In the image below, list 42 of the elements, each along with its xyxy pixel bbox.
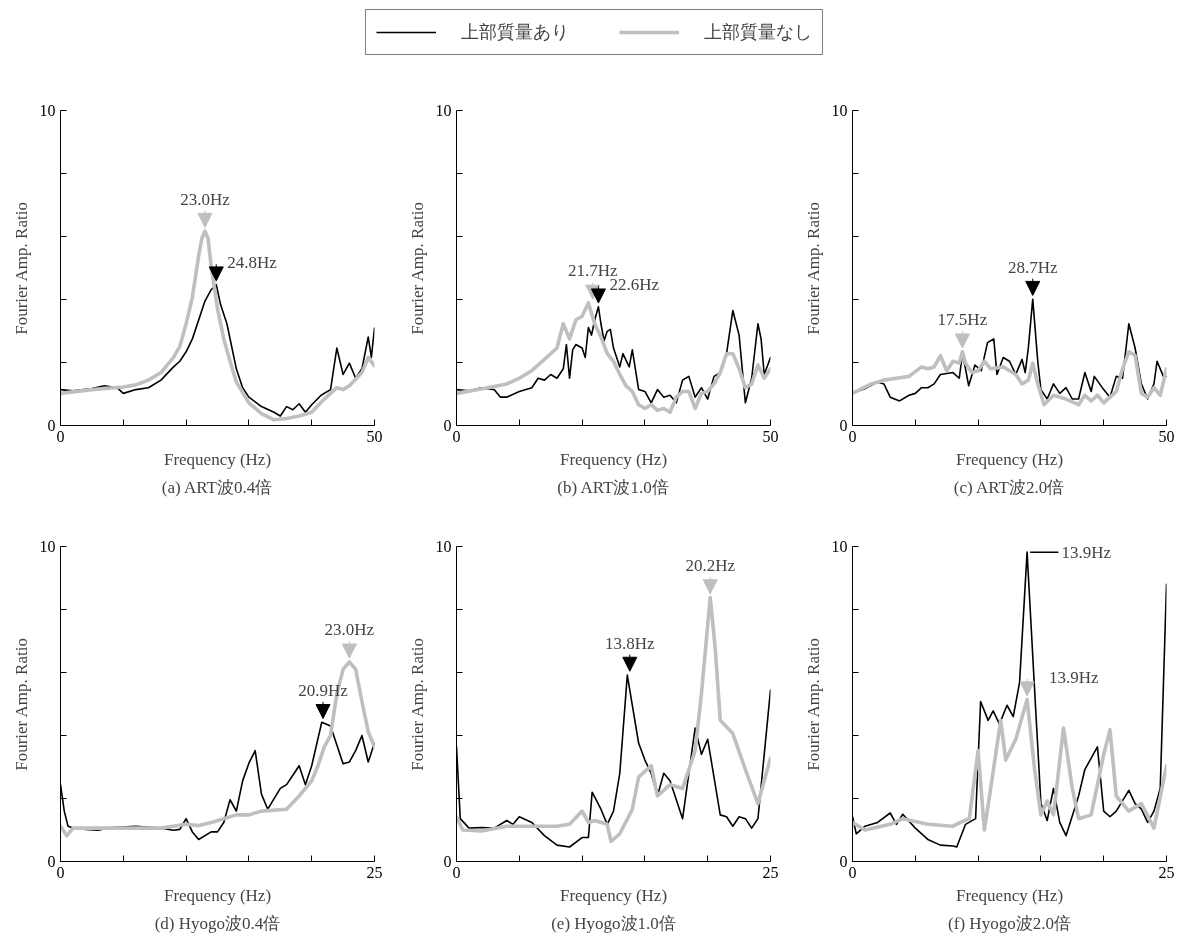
- annotation: 28.7Hz: [1007, 257, 1058, 277]
- y-tick-label: 10: [39, 102, 56, 119]
- y-axis-title: Fourier Amp. Ratio: [407, 202, 427, 335]
- x-axis-title: Frequency (Hz): [163, 449, 272, 469]
- y-axis-title: Fourier Amp. Ratio: [407, 638, 427, 771]
- annotation: 24.8Hz: [227, 252, 278, 272]
- y-tick-label: 10: [435, 102, 452, 119]
- annotation: 13.9Hz: [1049, 667, 1100, 687]
- y-axis-title: Fourier Amp. Ratio: [803, 202, 823, 335]
- x-axis-title: Frequency (Hz): [559, 885, 668, 905]
- legend-label: 上部質量なし: [704, 21, 812, 44]
- text: (a) ART波0.4倍: [161, 477, 273, 497]
- annotation: 17.5Hz: [937, 310, 988, 330]
- y-tick-label: 10: [435, 538, 452, 555]
- text: (e) Hyogo波1.0倍: [551, 913, 676, 933]
- text: (d) Hyogo波0.4倍: [154, 913, 281, 933]
- annotation: 13.9Hz: [1061, 542, 1112, 562]
- x-axis-title: Frequency (Hz): [955, 885, 1064, 905]
- legend-label: 上部質量あり: [461, 21, 569, 44]
- x-tick-label: 25: [762, 863, 779, 881]
- x-axis-title: Frequency (Hz): [163, 885, 272, 905]
- x-axis-title: Frequency (Hz): [955, 449, 1064, 469]
- x-axis-title: Frequency (Hz): [559, 449, 668, 469]
- y-axis-title: Fourier Amp. Ratio: [803, 638, 823, 771]
- y-axis-title: Fourier Amp. Ratio: [11, 638, 31, 771]
- annotation: 20.2Hz: [685, 556, 736, 576]
- y-tick-label: 10: [831, 102, 848, 119]
- x-tick-label: 50: [1158, 427, 1175, 445]
- y-axis-title: Fourier Amp. Ratio: [11, 202, 31, 335]
- y-tick-label: 10: [831, 538, 848, 555]
- annotation: 23.0Hz: [180, 189, 231, 209]
- annotation: 13.8Hz: [605, 633, 656, 653]
- x-tick-label: 50: [366, 427, 383, 445]
- x-tick-label: 50: [762, 427, 779, 445]
- text: (b) ART波1.0倍: [557, 477, 669, 497]
- x-tick-label: 25: [366, 863, 383, 881]
- text: (c) ART波2.0倍: [953, 477, 1065, 497]
- y-tick-label: 10: [39, 538, 56, 555]
- annotation: 23.0Hz: [324, 620, 375, 640]
- x-tick-label: 25: [1158, 863, 1175, 881]
- annotation: 20.9Hz: [298, 680, 349, 700]
- text: (f) Hyogo波2.0倍: [948, 913, 1071, 933]
